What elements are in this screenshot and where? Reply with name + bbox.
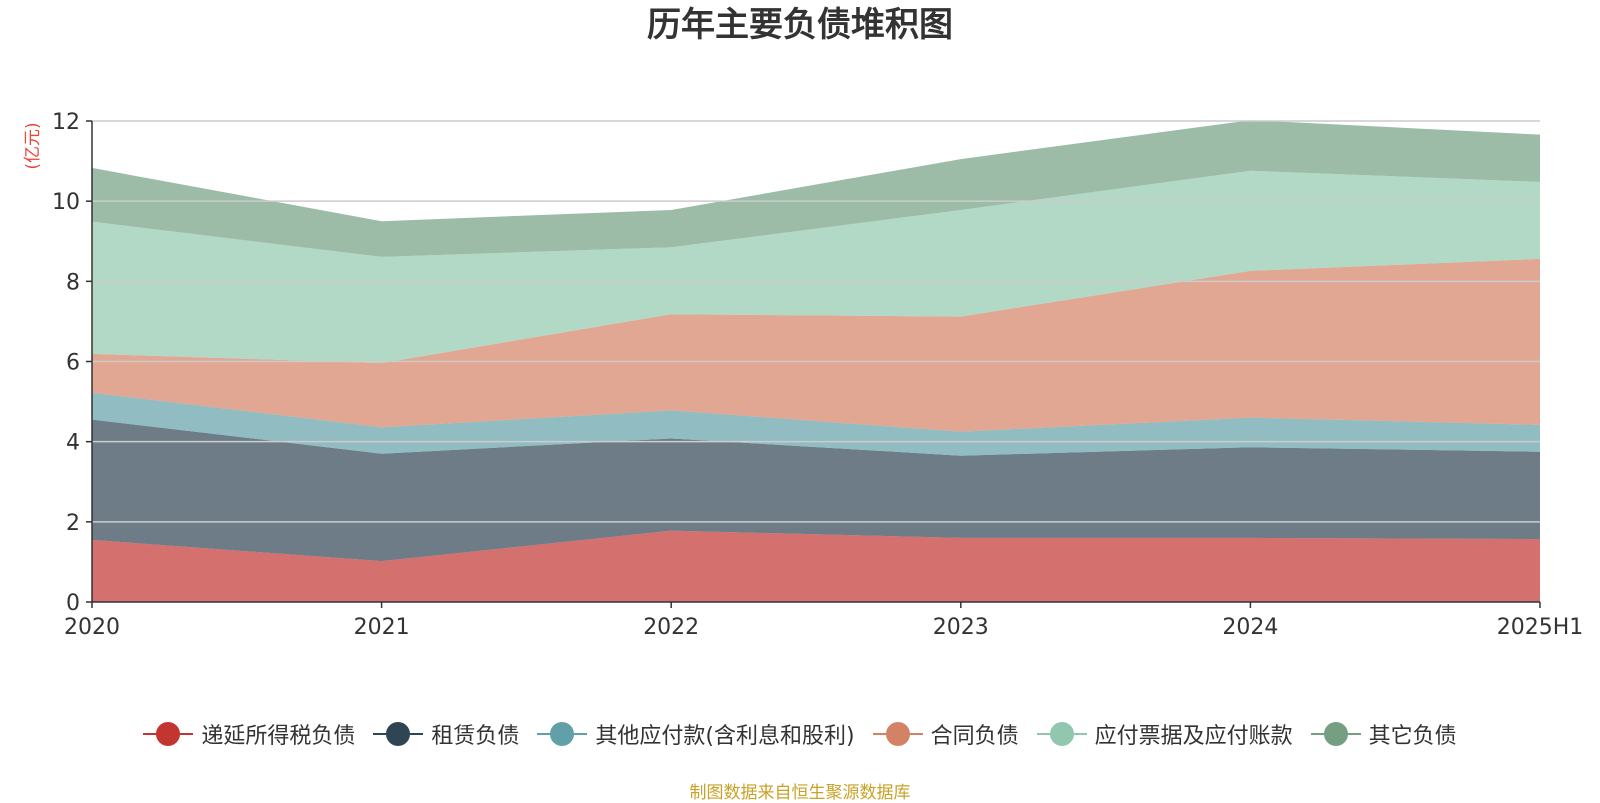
legend-label: 应付票据及应付账款 bbox=[1094, 724, 1293, 749]
legend-item-3[interactable]: 合同负债 bbox=[872, 718, 1019, 750]
area-series-2 bbox=[92, 392, 1540, 456]
legend-item-5[interactable]: 其它负债 bbox=[1310, 718, 1457, 750]
legend-marker-icon bbox=[872, 722, 923, 746]
legend-marker-icon bbox=[1036, 722, 1087, 746]
legend-item-0[interactable]: 递延所得税负债 bbox=[143, 718, 355, 750]
x-tick-label-3: 2023 bbox=[933, 615, 989, 640]
chart-legend: 递延所得税负债 租赁负债 其他应付款(含利息和股利) 合同负债 应付票据及应付账款 其它负… bbox=[0, 718, 1600, 750]
area-series-5 bbox=[92, 120, 1540, 257]
y-tick-label-6: 12 bbox=[52, 110, 80, 135]
y-tick-label-5: 10 bbox=[52, 190, 80, 215]
y-tick-label-0: 0 bbox=[66, 591, 80, 616]
legend-item-4[interactable]: 应付票据及应付账款 bbox=[1036, 718, 1293, 750]
legend-label: 其他应付款(含利息和股利) bbox=[595, 724, 855, 749]
legend-marker-icon bbox=[143, 722, 194, 746]
legend-label: 递延所得税负债 bbox=[201, 724, 356, 749]
area-series-4 bbox=[92, 170, 1540, 364]
source-note: 制图数据来自恒生聚源数据库 bbox=[689, 783, 911, 803]
area-series-0 bbox=[92, 530, 1540, 602]
chart-title: 历年主要负债堆积图 bbox=[647, 5, 953, 45]
legend-label: 其它负债 bbox=[1368, 724, 1457, 749]
legend-marker-icon bbox=[1310, 722, 1361, 746]
area-series-1 bbox=[92, 419, 1540, 562]
area-layers bbox=[92, 120, 1540, 602]
y-tick-label-4: 8 bbox=[66, 270, 80, 295]
area-series-3 bbox=[92, 258, 1540, 432]
x-tick-label-2: 2022 bbox=[643, 615, 699, 640]
y-tick-label-1: 2 bbox=[66, 511, 80, 536]
x-tick-label-5: 2025H1 bbox=[1497, 615, 1584, 640]
legend-label: 租赁负债 bbox=[431, 724, 520, 749]
legend-item-1[interactable]: 租赁负债 bbox=[373, 718, 519, 750]
legend-marker-icon bbox=[373, 722, 424, 746]
y-axis-label: (亿元) bbox=[23, 122, 43, 169]
x-tick-label-4: 2024 bbox=[1222, 615, 1278, 640]
legend-item-2[interactable]: 其他应付款(含利息和股利) bbox=[537, 718, 855, 750]
gridlines bbox=[92, 120, 1540, 523]
y-tick-label-2: 4 bbox=[66, 431, 80, 456]
y-tick-label-3: 6 bbox=[66, 351, 80, 376]
x-tick-label-0: 2020 bbox=[64, 615, 120, 640]
legend-label: 合同负债 bbox=[930, 724, 1019, 749]
legend-marker-icon bbox=[537, 722, 588, 746]
x-tick-label-1: 2021 bbox=[354, 615, 410, 640]
